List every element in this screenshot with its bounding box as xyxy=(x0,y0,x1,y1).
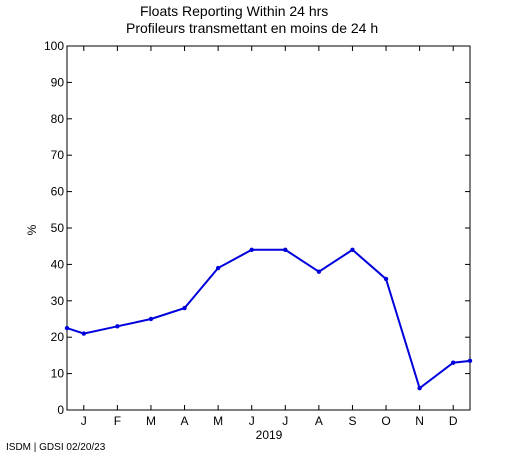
data-point xyxy=(350,247,355,253)
x-tick-label: M xyxy=(213,414,223,428)
data-point xyxy=(215,265,221,271)
data-point xyxy=(64,325,70,331)
y-axis: 0 10 20 30 40 50 60 70 80 90 100 xyxy=(44,39,470,417)
footer-credit: ISDM | GDSI 02/20/23 xyxy=(6,442,106,453)
data-point xyxy=(383,276,389,282)
data-point xyxy=(115,324,120,329)
x-tick-label: A xyxy=(181,414,189,428)
data-point xyxy=(182,305,187,311)
x-axis-label: 2019 xyxy=(256,428,283,442)
x-tick-label: J xyxy=(81,414,87,428)
x-tick-label: D xyxy=(449,414,458,428)
y-tick-label: 70 xyxy=(51,148,65,162)
y-tick-label: 50 xyxy=(51,221,65,235)
data-point xyxy=(417,385,422,391)
y-tick-label: 80 xyxy=(51,112,65,126)
chart-title: Floats Reporting Within 24 hrs xyxy=(140,3,328,19)
x-tick-label: N xyxy=(415,414,424,428)
y-tick-label: 0 xyxy=(57,403,64,417)
series-layer xyxy=(64,247,473,391)
y-axis-label: % xyxy=(25,224,39,235)
series-line xyxy=(66,248,471,390)
data-point xyxy=(81,331,86,336)
chart-subtitle: Profileurs transmettant en moins de 24 h xyxy=(126,20,378,36)
y-tick-label: 40 xyxy=(51,257,65,271)
y-tick-label: 20 xyxy=(51,330,65,344)
data-point xyxy=(283,247,288,253)
x-tick-label: O xyxy=(381,414,390,428)
y-tick-label: 100 xyxy=(44,39,64,53)
x-tick-label: M xyxy=(146,414,156,428)
data-point xyxy=(451,360,456,365)
x-tick-label: S xyxy=(348,414,356,428)
x-tick-label: J xyxy=(249,414,255,428)
data-point xyxy=(316,269,322,274)
data-point xyxy=(249,247,254,253)
data-point xyxy=(148,316,154,322)
y-tick-label: 10 xyxy=(51,367,65,381)
y-tick-label: 30 xyxy=(51,294,65,308)
data-point xyxy=(467,358,473,364)
x-tick-label: A xyxy=(315,414,323,428)
x-tick-label: F xyxy=(114,414,121,428)
x-tick-label: J xyxy=(282,414,288,428)
y-tick-label: 60 xyxy=(51,185,65,199)
y-tick-label: 90 xyxy=(51,75,65,89)
